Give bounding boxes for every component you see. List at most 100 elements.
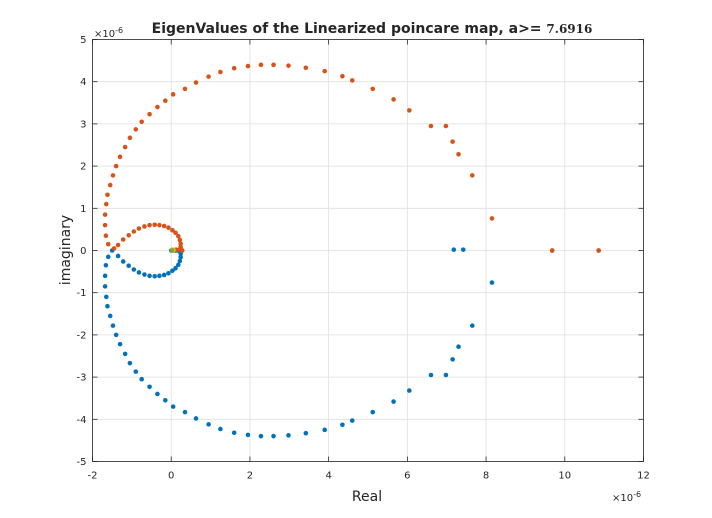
data-point (103, 233, 109, 239)
x-tick-label: 12 (637, 471, 650, 482)
y-tick-label: 1 (80, 204, 86, 215)
data-point (340, 422, 345, 428)
y-tick-label: 2 (80, 162, 86, 173)
x-axis-label: Real (352, 489, 382, 505)
data-point (103, 262, 109, 268)
data-point (182, 409, 188, 415)
data-point (303, 65, 309, 71)
data-point (271, 62, 276, 68)
data-point (596, 248, 601, 253)
data-point (193, 416, 199, 421)
data-point (391, 97, 396, 102)
data-point (218, 426, 223, 432)
data-point (456, 151, 461, 157)
x-exponent-label: ×10-6 (612, 490, 641, 504)
data-point (127, 360, 133, 366)
data-point (155, 391, 160, 397)
data-point (161, 272, 167, 278)
data-point (147, 222, 152, 228)
data-point (115, 242, 121, 248)
data-point (549, 248, 555, 253)
data-point (450, 357, 455, 362)
data-point (231, 65, 237, 71)
data-point (107, 182, 113, 188)
data-point (152, 222, 157, 228)
data-point (177, 258, 183, 264)
x-tick-label: 10 (558, 471, 571, 482)
data-point (105, 241, 111, 247)
data-point (169, 248, 175, 253)
y-tick-label: 5 (80, 35, 86, 46)
data-point (175, 262, 181, 268)
data-point (163, 398, 168, 403)
data-point (469, 173, 475, 178)
data-point (127, 135, 133, 141)
data-point (231, 430, 237, 436)
data-point (443, 372, 449, 378)
data-point (102, 222, 108, 228)
data-point (175, 233, 181, 239)
series-4-points (169, 248, 175, 253)
data-point (117, 154, 123, 160)
data-point (131, 229, 137, 234)
data-point (147, 111, 152, 117)
data-point (469, 323, 475, 328)
data-point (122, 144, 128, 150)
data-point (303, 430, 309, 436)
data-point (113, 163, 119, 169)
data-point (178, 254, 183, 260)
data-point (245, 63, 251, 69)
data-point (206, 422, 211, 427)
data-point (173, 265, 178, 271)
x-tick-label: 4 (325, 471, 331, 482)
data-point (193, 80, 199, 85)
data-point (340, 73, 345, 79)
data-point (178, 241, 183, 247)
data-point (370, 86, 376, 92)
data-point (152, 273, 157, 279)
scatter-points (102, 62, 601, 439)
data-point (136, 270, 142, 275)
data-point (107, 313, 113, 319)
data-point (391, 399, 396, 404)
data-point (286, 63, 291, 68)
x-tick-label: 8 (483, 471, 489, 482)
data-point (115, 253, 121, 259)
data-point (450, 139, 455, 144)
data-point (131, 267, 137, 272)
data-point (170, 268, 175, 274)
data-point (286, 433, 291, 438)
data-point (456, 344, 461, 350)
data-point (126, 233, 132, 238)
y-tick-label: -5 (77, 457, 87, 468)
data-point (102, 273, 108, 279)
data-point (142, 224, 147, 229)
data-point (177, 237, 183, 243)
data-point (139, 119, 144, 125)
data-point (206, 74, 211, 79)
data-point (163, 98, 168, 103)
data-point (139, 376, 144, 382)
y-tick-label: 3 (80, 119, 86, 130)
data-point (133, 127, 139, 132)
data-point (136, 226, 142, 231)
data-point (460, 247, 466, 252)
y-tick-label: -2 (77, 330, 87, 341)
y-tick-label: -4 (77, 415, 87, 426)
data-point (110, 173, 116, 178)
data-point (105, 254, 111, 260)
data-point (126, 263, 132, 268)
series-2-points (102, 62, 601, 253)
data-point (110, 323, 116, 328)
data-point (349, 418, 355, 423)
data-point (147, 384, 152, 390)
data-point (170, 404, 176, 409)
data-point (120, 259, 126, 264)
data-point (142, 272, 147, 277)
data-point (103, 201, 109, 207)
data-point (349, 78, 355, 83)
data-point (166, 270, 171, 276)
data-point (258, 433, 264, 439)
